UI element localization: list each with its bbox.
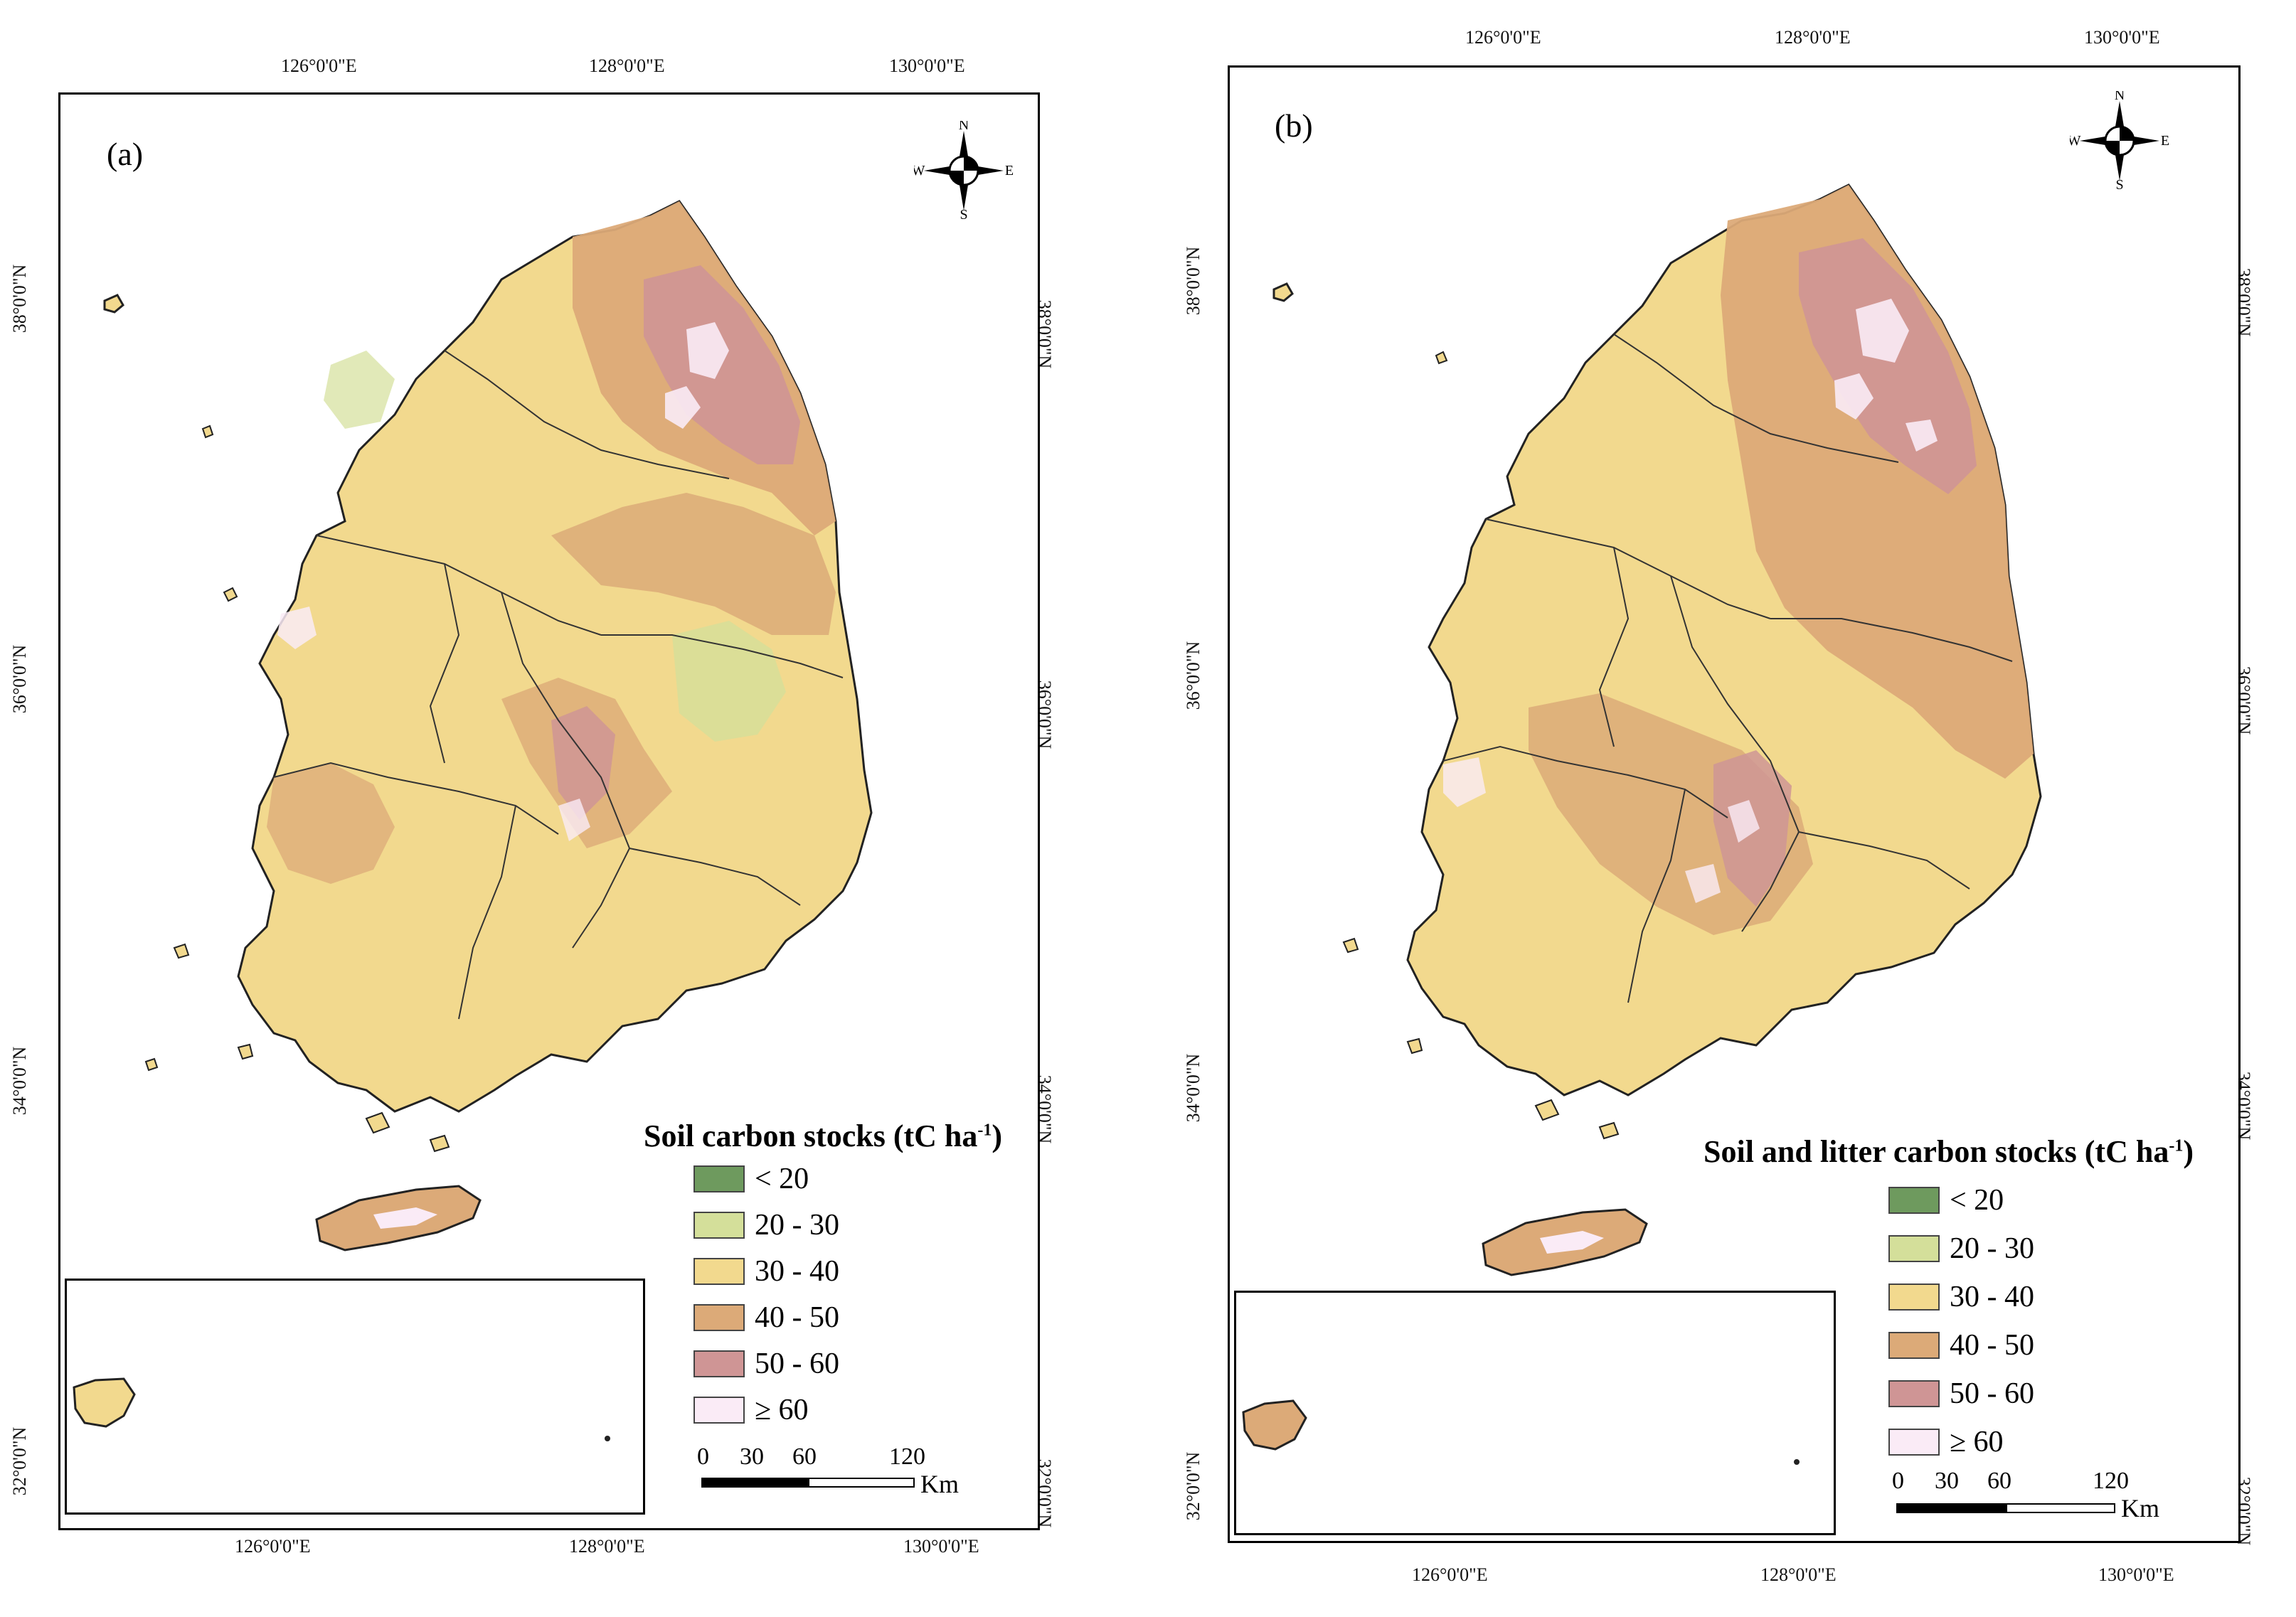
left-tick-36: 36°0'0"N xyxy=(9,644,31,714)
top-tick-130: 130°0'0"E xyxy=(2084,27,2160,48)
swatch-30-40 xyxy=(693,1258,745,1285)
swatch-20-30 xyxy=(1888,1235,1940,1262)
islands xyxy=(103,294,450,1153)
north-arrow: N S W E xyxy=(2068,87,2170,193)
panel-a-map: 126°0'0"E 128°0'0"E 130°0'0"E 126°0'0"E … xyxy=(0,0,1067,1617)
inset-islands xyxy=(1242,1399,1800,1465)
scale-segment-black xyxy=(1896,1503,2006,1513)
mainland-korea xyxy=(1406,183,2042,1096)
bottom-tick-126: 126°0'0"E xyxy=(235,1536,311,1557)
legend-item-50-60: 50 - 60 xyxy=(693,1347,839,1381)
swatch-40-50 xyxy=(1888,1332,1940,1359)
legend-title: Soil carbon stocks (tC ha-1) xyxy=(644,1119,1003,1153)
top-tick-128: 128°0'0"E xyxy=(589,55,665,76)
compass-e: E xyxy=(2161,133,2169,149)
swatch-20-30 xyxy=(693,1212,745,1239)
north-arrow: N S W E xyxy=(912,117,1014,223)
bottom-tick-130: 130°0'0"E xyxy=(903,1536,979,1557)
scale-segment-white xyxy=(808,1478,915,1488)
swatch-50-60 xyxy=(693,1350,745,1377)
left-tick-34: 34°0'0"N xyxy=(9,1046,31,1116)
inset-islands xyxy=(73,1377,610,1441)
bottom-tick-128: 128°0'0"E xyxy=(1760,1564,1837,1585)
legend-item-30-40: 30 - 40 xyxy=(693,1254,839,1288)
compass-w: W xyxy=(914,163,925,178)
swatch-30-40 xyxy=(1888,1284,1940,1311)
mainland-korea xyxy=(237,200,873,1113)
legend-item-30-40: 30 - 40 xyxy=(1888,1280,2034,1314)
compass-n: N xyxy=(2115,91,2125,103)
legend-item-lt20: < 20 xyxy=(1888,1183,2004,1217)
swatch-lt20 xyxy=(1888,1187,1940,1214)
compass-rose-icon: N S W E xyxy=(912,117,1014,223)
panel-b-map: 126°0'0"E 128°0'0"E 130°0'0"E 126°0'0"E … xyxy=(1166,0,2296,1617)
compass-rose-icon: N S W E xyxy=(2068,87,2170,193)
scale-segment-white xyxy=(2006,1503,2115,1513)
islands xyxy=(1272,282,1620,1140)
korea-peninsula-map xyxy=(1272,183,2042,1276)
swatch-lt20 xyxy=(693,1165,745,1192)
scale-segment-black xyxy=(701,1478,808,1488)
legend-item-20-30: 20 - 30 xyxy=(693,1208,839,1242)
legend-item-ge60: ≥ 60 xyxy=(1888,1425,2004,1459)
top-tick-130: 130°0'0"E xyxy=(889,55,965,76)
swatch-ge60 xyxy=(693,1397,745,1424)
map-frame xyxy=(1228,65,2241,1543)
swatch-50-60 xyxy=(1888,1380,1940,1407)
legend: Soil carbon stocks (tC ha-1) < 20 20 - 3… xyxy=(644,1118,1003,1426)
inset-map xyxy=(65,1279,645,1515)
compass-s: S xyxy=(960,207,967,220)
legend-item-40-50: 40 - 50 xyxy=(1888,1328,2034,1362)
top-tick-126: 126°0'0"E xyxy=(281,55,357,76)
map-frame xyxy=(58,92,1040,1530)
left-tick-32: 32°0'0"N xyxy=(1183,1451,1204,1521)
scale-bar: 0 30 60 120 Km xyxy=(697,1443,959,1498)
left-tick-38: 38°0'0"N xyxy=(9,264,31,333)
legend: Soil and litter carbon stocks (tC ha-1) … xyxy=(1704,1133,2194,1458)
left-tick-32: 32°0'0"N xyxy=(9,1426,31,1496)
legend-title: Soil and litter carbon stocks (tC ha-1) xyxy=(1704,1134,2194,1169)
bottom-tick-126: 126°0'0"E xyxy=(1412,1564,1488,1585)
panel-label: (a) xyxy=(107,136,144,172)
jeju-island xyxy=(1482,1208,1648,1276)
left-tick-36: 36°0'0"N xyxy=(1183,641,1204,710)
compass-n: N xyxy=(959,121,969,133)
scale-bar: 0 30 60 120 Km xyxy=(1892,1468,2159,1522)
panel-label: (b) xyxy=(1275,107,1313,144)
bottom-tick-130: 130°0'0"E xyxy=(2098,1564,2174,1585)
compass-e: E xyxy=(1005,163,1014,178)
legend-item-50-60: 50 - 60 xyxy=(1888,1377,2034,1411)
legend-item-40-50: 40 - 50 xyxy=(693,1301,839,1335)
legend-item-ge60: ≥ 60 xyxy=(693,1393,809,1427)
compass-s: S xyxy=(2115,177,2123,191)
jeju-island xyxy=(315,1185,482,1252)
compass-w: W xyxy=(2070,133,2081,149)
legend-item-lt20: < 20 xyxy=(693,1162,809,1196)
top-tick-126: 126°0'0"E xyxy=(1465,27,1541,48)
legend-item-20-30: 20 - 30 xyxy=(1888,1232,2034,1266)
top-tick-128: 128°0'0"E xyxy=(1775,27,1851,48)
swatch-ge60 xyxy=(1888,1429,1940,1456)
left-tick-38: 38°0'0"N xyxy=(1183,246,1204,316)
bottom-tick-128: 128°0'0"E xyxy=(569,1536,645,1557)
left-tick-34: 34°0'0"N xyxy=(1183,1053,1204,1123)
korea-peninsula-map xyxy=(103,200,873,1252)
inset-map xyxy=(1234,1291,1836,1535)
swatch-40-50 xyxy=(693,1304,745,1331)
